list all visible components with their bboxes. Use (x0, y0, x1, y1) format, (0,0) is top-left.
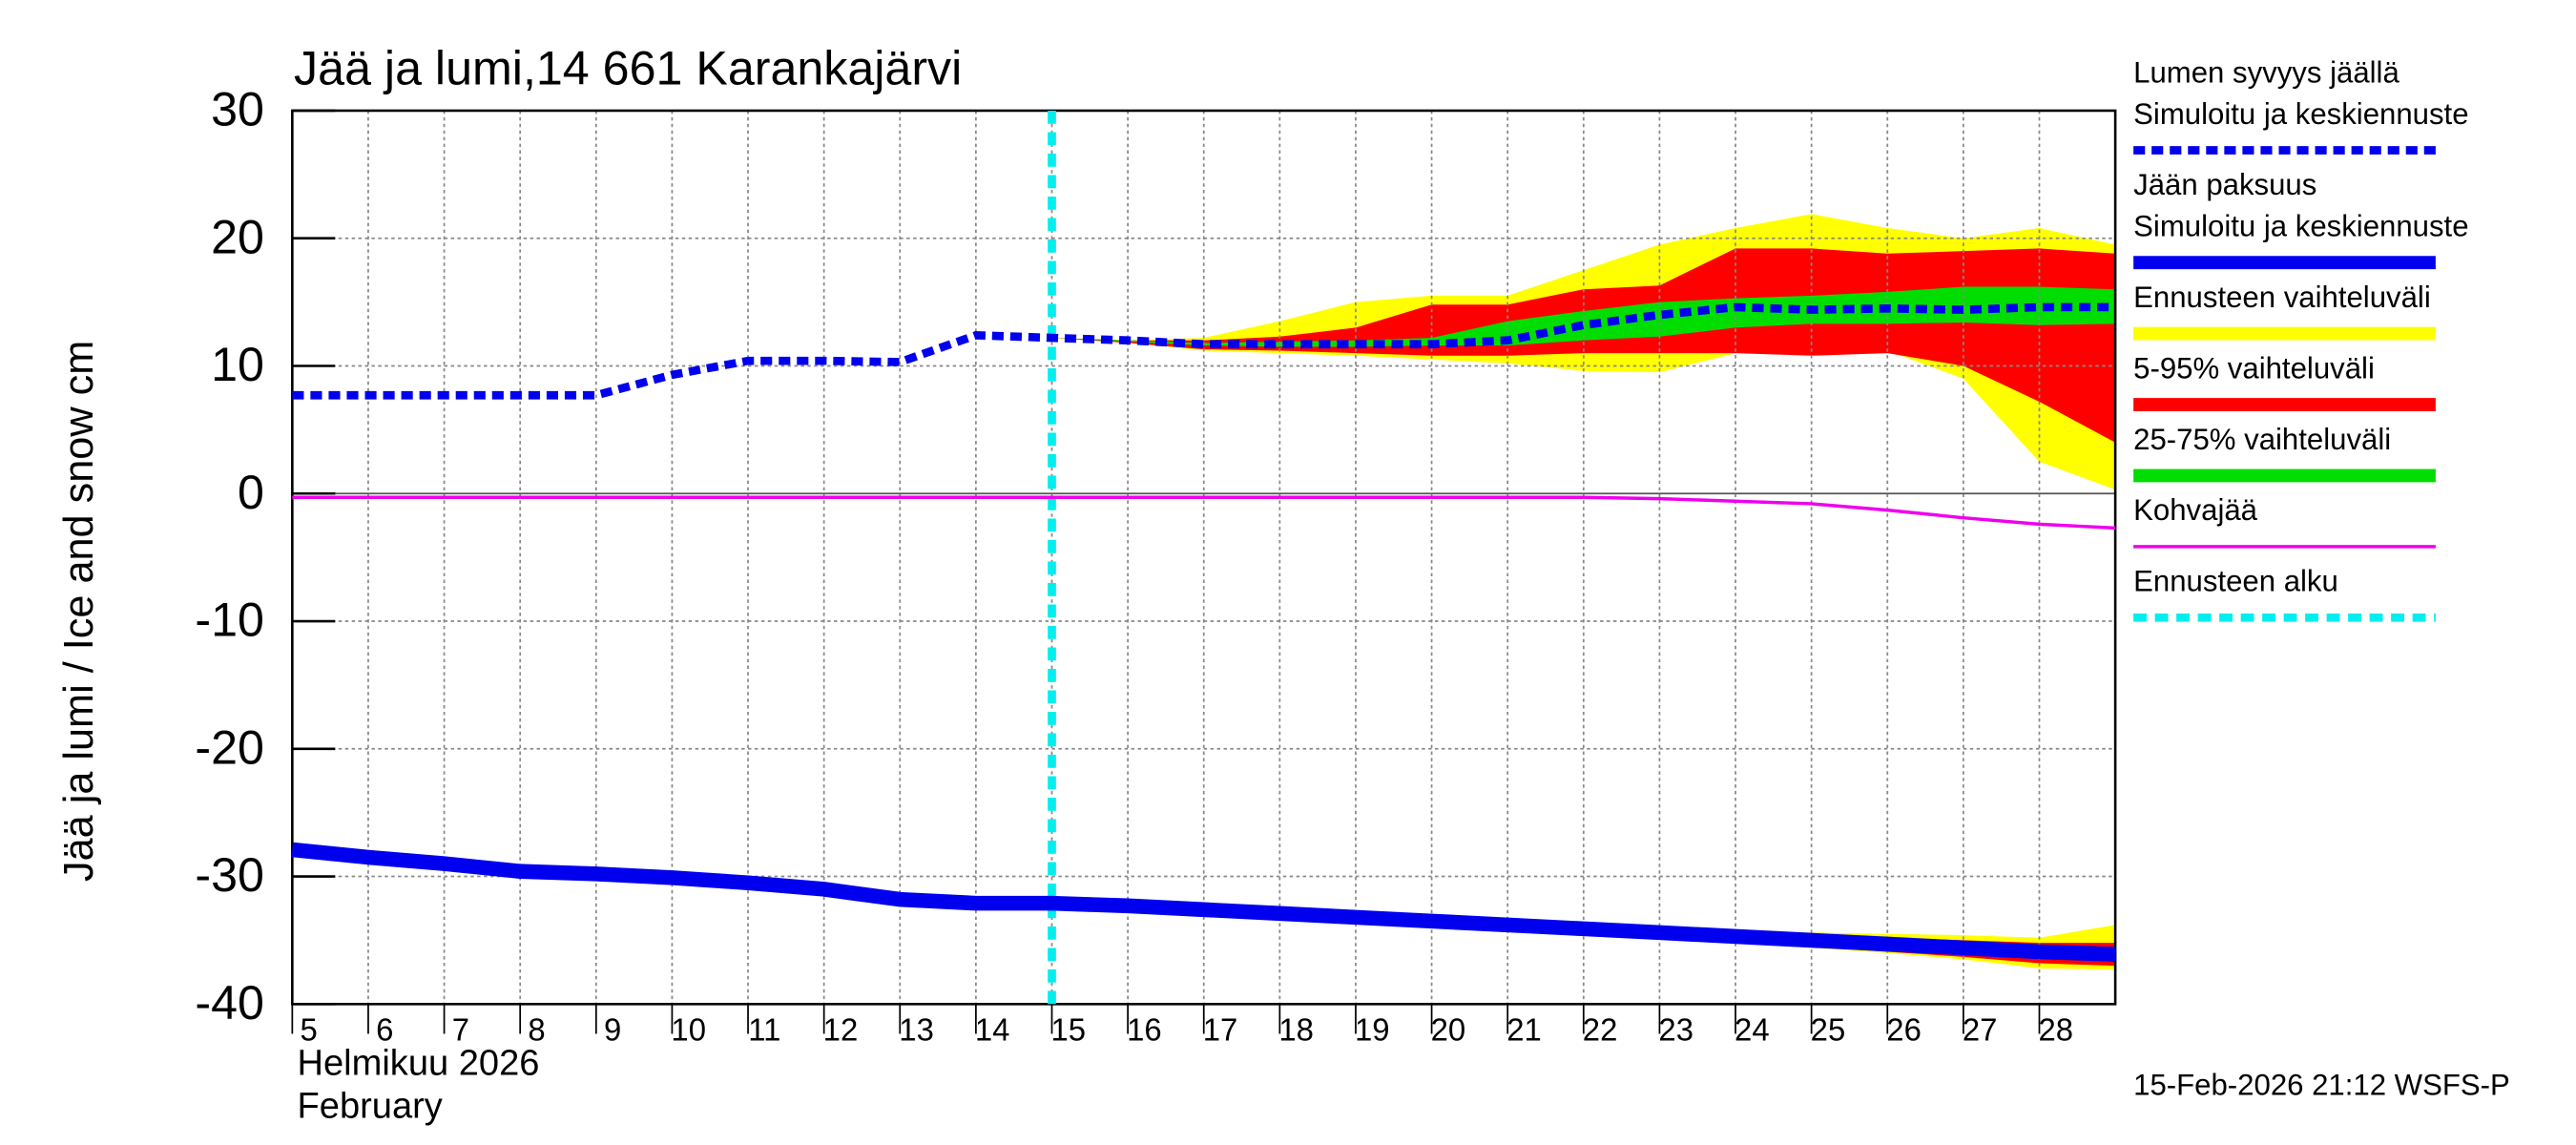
legend-swatch (2133, 398, 2436, 411)
y-tick-label: -10 (195, 593, 264, 647)
legend-label: Simuloitu ja keskiennuste (2133, 97, 2468, 131)
labels: Jää ja lumi,14 661 Karankajärvi Jää ja l… (56, 41, 2510, 1126)
band-area (1051, 903, 2116, 967)
legend-label: Lumen syvyys jäällä (2133, 56, 2399, 90)
x-tick-label: 10 (671, 1011, 706, 1047)
x-tick-label: 11 (748, 1011, 780, 1047)
legend-label: Kohvajää (2133, 493, 2258, 527)
legend-swatch (2133, 326, 2436, 341)
x-tick-label: 20 (1431, 1011, 1466, 1047)
x-tick-label: 16 (1127, 1011, 1162, 1047)
x-tick-label: 28 (2039, 1011, 2074, 1047)
x-axis-label: Helmikuu 2026 (298, 1044, 540, 1084)
x-tick-label: 18 (1278, 1011, 1314, 1047)
legend-label: Simuloitu ja keskiennuste (2133, 210, 2468, 243)
x-tick-label: 14 (975, 1011, 1010, 1047)
y-axis-label: Jää ja lumi / Ice and snow cm (56, 341, 102, 882)
lines (291, 110, 2116, 1005)
timestamp: 15-Feb-2026 21:12 WSFS-P (2133, 1069, 2510, 1102)
series-line (292, 495, 2116, 531)
x-tick-label: 26 (1886, 1011, 1922, 1047)
legend: Lumen syvyys jäällä Simuloitu ja keskienn… (2133, 56, 2469, 622)
legend-label: Jään paksuus (2133, 168, 2316, 201)
chart-title: Jää ja lumi,14 661 Karankajärvi (294, 41, 962, 94)
legend-swatch (2133, 468, 2436, 483)
x-tick-label: 17 (1203, 1011, 1238, 1047)
legend-label: 5-95% vaihteluväli (2133, 351, 2375, 385)
x-tick-label: 8 (528, 1011, 545, 1047)
x-tick-label: 9 (604, 1011, 621, 1047)
x-tick-label: 15 (1051, 1011, 1087, 1047)
series-line (292, 302, 2116, 400)
x-tick-label: 24 (1735, 1011, 1770, 1047)
y-tick-label: 20 (211, 210, 264, 263)
x-tick-label: 21 (1506, 1011, 1542, 1047)
y-tick-label: 30 (211, 83, 264, 136)
y-tick-label: -40 (195, 976, 264, 1030)
legend-label: Ennusteen alku (2133, 565, 2338, 598)
x-tick-label: 5 (301, 1011, 318, 1047)
y-tick-label: 10 (211, 338, 264, 391)
x-tick-label: 27 (1963, 1011, 1998, 1047)
x-tick-label: 13 (899, 1011, 934, 1047)
x-tick-label: 7 (452, 1011, 469, 1047)
y-tick-label: -30 (195, 848, 264, 902)
y-tick-label: -20 (195, 720, 264, 774)
x-tick-label: 6 (376, 1011, 393, 1047)
legend-label: Ennusteen vaihteluväli (2133, 281, 2431, 314)
x-axis-label: February (298, 1087, 443, 1127)
x-tick-label: 19 (1355, 1011, 1390, 1047)
legend-label: 25-75% vaihteluväli (2133, 423, 2391, 456)
band-area (1051, 903, 2116, 970)
x-tick-label: 12 (823, 1011, 859, 1047)
series-line (291, 842, 2116, 962)
bands (1051, 214, 2116, 970)
x-tick-label: 23 (1658, 1011, 1693, 1047)
x-tick-label: 22 (1583, 1011, 1618, 1047)
y-tick-label: 0 (238, 466, 264, 519)
plot-frame (291, 109, 2117, 1006)
x-tick-label: 25 (1811, 1011, 1846, 1047)
